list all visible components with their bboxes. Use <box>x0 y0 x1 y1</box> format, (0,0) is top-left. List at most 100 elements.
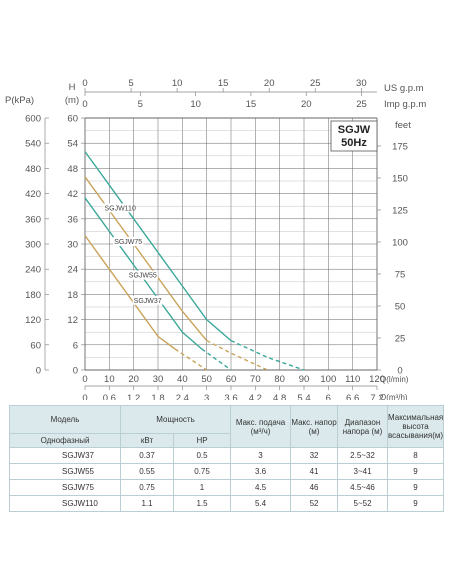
left-m-tick-label: 36 <box>67 214 78 225</box>
bottom-m3h-tick-label: 0.6 <box>103 393 116 400</box>
bottom-m3h-tick-label: 6 <box>326 393 331 400</box>
bottom-m3h-tick-label: 3 <box>204 393 209 400</box>
bottom-lmin-tick-label: 10 <box>104 374 115 385</box>
left-kpa-tick-label: 300 <box>25 240 41 251</box>
chart-labels: SGJW110 SGJW75 SGJW55 SGJW37 <box>103 203 163 305</box>
bottom-m3h-tick-label: 0 <box>82 393 87 400</box>
cell-suction: 9 <box>387 463 445 480</box>
bottom-m3h-tick-label: 1.8 <box>151 393 164 400</box>
cell-range: 3~41 <box>337 463 389 480</box>
bottom-lmin-tick-label: 100 <box>320 374 336 385</box>
cell-kw: 1.1 <box>120 495 174 512</box>
header-flow: Макс. подача (м³/ч) <box>230 405 292 448</box>
left-m-tick-label: 6 <box>73 340 78 351</box>
bottom-lmin-tick-label: 0 <box>82 374 87 385</box>
pump-curve-chart: 6005404804203603002401801206006054484236… <box>5 78 426 400</box>
cell-flow: 4.5 <box>230 479 292 496</box>
series-label-sgjw55: SGJW55 <box>129 273 157 280</box>
left-m-tick-label: 24 <box>67 265 78 276</box>
chart-axes: 6005404804203603002401801206006054484236… <box>5 78 426 400</box>
table-row: SGJW75 0.75 1 4.5 46 4.5~46 9 <box>9 479 445 496</box>
series-label-bg <box>113 237 144 246</box>
right-feet-tick-label: 75 <box>395 269 406 280</box>
left-kpa-tick-label: 360 <box>25 214 41 225</box>
left-kpa-tick-label: 240 <box>25 265 41 276</box>
series-label-sgjw37: SGJW37 <box>134 298 162 305</box>
cell-head: 41 <box>290 463 339 480</box>
cell-hp: 1.5 <box>172 495 232 512</box>
model-box-frame <box>330 120 378 152</box>
cell-flow: 5.4 <box>230 495 292 512</box>
series-label-bg <box>127 270 158 280</box>
top-imp-tick-label: 20 <box>301 99 312 110</box>
cell-flow: 3 <box>230 447 292 464</box>
model-box-freq: 50Hz <box>341 137 367 149</box>
model-box-model: SGJW <box>338 124 371 136</box>
series-line-sgjw55 <box>84 197 203 350</box>
series-dashed-sgjw75 <box>206 339 268 371</box>
header-range: Диапазон напора (м) <box>337 405 389 448</box>
left-kpa-tick-label: 420 <box>25 189 41 200</box>
left-m-tick-label: 18 <box>67 290 78 301</box>
bottom-m3h-tick-label: 1.2 <box>127 393 140 400</box>
bottom-lmin-tick-label: 30 <box>153 374 164 385</box>
bottom-m3h-tick-label: 5.4 <box>297 393 310 400</box>
cell-model: SGJW75 <box>9 479 121 496</box>
series-line-sgjw110 <box>84 151 232 342</box>
cell-suction: 9 <box>387 495 445 512</box>
left-kpa-tick-label: 60 <box>30 340 41 351</box>
series-label-sgjw110: SGJW110 <box>104 205 135 212</box>
left-m-tick-label: 42 <box>67 189 78 200</box>
cell-head: 46 <box>290 479 339 496</box>
top-imp-tick-label: 15 <box>246 99 257 110</box>
table-row: SGJW110 1.1 1.5 5.4 52 5~52 9 <box>9 495 445 512</box>
left-m-tick-label: 0 <box>73 366 78 377</box>
header-phase: Однофазный <box>9 433 121 448</box>
right-feet-tick-label: 175 <box>392 141 408 152</box>
left-kpa-tick-label: 600 <box>25 114 41 125</box>
bottom-lmin-tick-label: 90 <box>299 374 310 385</box>
right-feet-tick-label: 25 <box>395 333 406 344</box>
cell-head: 32 <box>290 447 339 464</box>
bottom-lmin-tick-label: 70 <box>250 374 261 385</box>
cell-range: 4.5~46 <box>337 479 389 496</box>
bottom-m3h-tick-label: 3.6 <box>224 393 237 400</box>
spec-table: Модель Мощность Макс. подача (м³/ч) Макс… <box>9 405 445 512</box>
bottom-m3h-tick-label: 6.6 <box>346 393 359 400</box>
top-imp-tick-label: 0 <box>82 99 87 110</box>
top-us-tick-label: 15 <box>218 78 229 89</box>
header-power: Мощность <box>119 405 232 434</box>
header-hp: HP <box>172 433 232 448</box>
cell-hp: 1 <box>172 479 232 496</box>
left-kpa-tick-label: 480 <box>25 164 41 175</box>
model-box: SGJW 50Hz <box>330 120 378 152</box>
cell-head: 52 <box>290 495 339 512</box>
cell-kw: 0.55 <box>120 463 174 480</box>
cell-model: SGJW55 <box>9 463 121 480</box>
table-row: SGJW37 0.37 0.5 3 32 2.5~32 8 <box>9 447 445 464</box>
bottom-lmin-tick-label: 120 <box>369 374 385 385</box>
series-line-sgjw37 <box>84 235 176 350</box>
right-feet-tick-label: 50 <box>395 301 406 312</box>
cell-kw: 0.37 <box>120 447 174 464</box>
left-m-tick-label: 48 <box>67 164 78 175</box>
series-dashed-sgjw55 <box>201 348 232 371</box>
cell-suction: 9 <box>387 479 445 496</box>
top-imp-tick-label: 5 <box>138 99 143 110</box>
header-head: Макс. напор (м) <box>290 405 339 448</box>
top-us-tick-label: 25 <box>310 78 321 89</box>
chart-series <box>84 151 305 371</box>
right-feet-tick-label: 0 <box>397 366 402 377</box>
left-m-tick-label: 30 <box>67 240 78 251</box>
bottom-lmin-tick-label: 80 <box>274 374 285 385</box>
cell-range: 5~52 <box>337 495 389 512</box>
bottom-m3h-tick-label: 4.8 <box>273 393 286 400</box>
bottom-lmin-tick-label: 50 <box>201 374 212 385</box>
bottom-m3h-axis-title: Q(m³/h) <box>380 393 408 400</box>
header-kw: кВт <box>120 433 174 448</box>
cell-flow: 3.6 <box>230 463 292 480</box>
cell-hp: 0.75 <box>172 463 232 480</box>
right-feet-tick-label: 150 <box>392 173 408 184</box>
bottom-m3h-tick-label: 4.2 <box>249 393 262 400</box>
cell-range: 2.5~32 <box>337 447 389 464</box>
